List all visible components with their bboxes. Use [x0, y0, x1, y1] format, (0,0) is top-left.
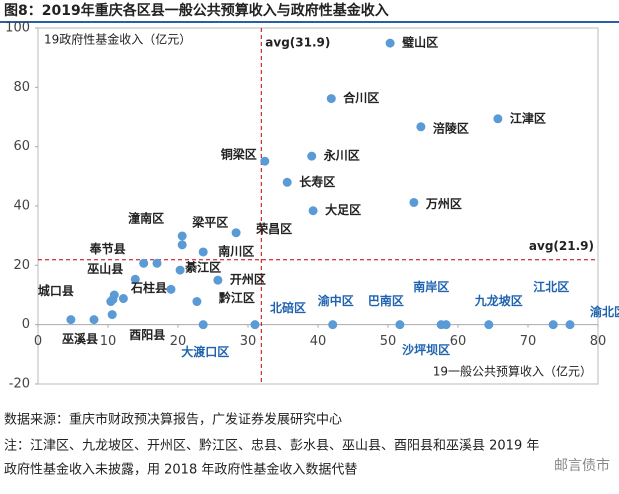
note: 政府性基金收入未披露，用 2018 年政府性基金收入数据代替	[4, 462, 357, 478]
point	[416, 122, 426, 132]
x-axis-label: 19一般公共预算收入（亿元）	[433, 364, 592, 379]
point-label: 沙坪坝区	[402, 343, 450, 357]
point	[250, 320, 260, 330]
point-label: 万州区	[425, 197, 462, 211]
point-label: 合川区	[343, 90, 379, 105]
point-label: 璧山区	[402, 35, 438, 50]
avg-label: avg(31.9)	[265, 36, 330, 50]
x-tick-label: 70	[520, 334, 537, 349]
point	[213, 275, 223, 285]
point-label: 渝中区	[318, 293, 354, 308]
y-tick-label: 40	[13, 199, 30, 214]
point	[493, 114, 503, 124]
watermark: 邮言债市	[554, 457, 610, 474]
point	[548, 320, 558, 330]
point-label: 巫山县	[87, 261, 123, 276]
point	[409, 197, 419, 207]
x-tick-label: 0	[34, 334, 42, 349]
point	[441, 320, 451, 330]
point	[177, 240, 187, 250]
point	[231, 228, 241, 238]
point	[175, 265, 185, 275]
point-label: 南川区	[218, 243, 254, 258]
x-tick-label: 40	[310, 334, 327, 349]
point	[385, 38, 395, 48]
point-label: 巴南区	[368, 293, 404, 308]
point-label: 铜梁区	[221, 147, 257, 162]
point-label: 城口县	[38, 283, 74, 298]
y-tick-label: 100	[5, 21, 30, 36]
point	[282, 177, 292, 187]
x-tick-label: 80	[590, 334, 607, 349]
y-tick-label: 0	[22, 317, 30, 332]
point-label: 北碚区	[270, 300, 306, 315]
point	[565, 320, 575, 330]
y-tick-label: -20	[9, 377, 30, 392]
point	[326, 94, 336, 104]
note: 数据来源：重庆市财政预决算报告，广发证券发展研究中心	[4, 412, 342, 428]
point-label: 奉节县	[89, 241, 126, 256]
x-tick-label: 50	[380, 334, 397, 349]
point-label: 荣昌区	[255, 221, 292, 236]
point	[166, 284, 176, 294]
point	[260, 156, 270, 166]
point-label: 梁平区	[191, 214, 228, 229]
x-tick-label: 60	[450, 334, 467, 349]
point	[152, 258, 162, 268]
point	[177, 231, 187, 241]
point-label: 大足区	[325, 202, 361, 217]
y-tick-label: 20	[13, 258, 30, 273]
point-label: 长寿区	[299, 174, 335, 189]
point	[307, 151, 317, 161]
point	[484, 320, 494, 330]
point-label: 渝北区	[590, 304, 619, 319]
point-label: 开州区	[230, 273, 266, 287]
point	[130, 274, 140, 284]
point-label: 潼南区	[128, 210, 164, 225]
point	[89, 315, 99, 325]
point	[192, 297, 202, 307]
plot-frame	[37, 27, 599, 385]
point	[198, 320, 208, 330]
point-label: 涪陵区	[433, 120, 469, 135]
point-label: 黔江区	[219, 290, 255, 305]
y-tick-label: 60	[13, 139, 30, 154]
point-label: 南岸区	[413, 279, 449, 294]
point	[118, 294, 128, 304]
point-label: 酉阳县	[129, 327, 165, 342]
point-label: 綦江区	[184, 260, 221, 275]
point-label: 江北区	[533, 279, 569, 294]
x-tick-label: 10	[100, 334, 117, 349]
x-tick-label: 30	[240, 334, 257, 349]
point	[328, 320, 338, 330]
point-label: 江津区	[510, 110, 546, 125]
point-label: 永川区	[323, 148, 360, 163]
point	[66, 315, 76, 325]
chart-title: 图8：2019年重庆各区县一般公共预算收入与政府性基金收入	[4, 2, 389, 19]
y-tick-label: 80	[13, 80, 30, 95]
x-tick-label: 20	[170, 334, 187, 349]
point-label: 石柱县	[130, 280, 167, 295]
point	[308, 206, 318, 216]
point-label: 九龙坡区	[474, 293, 523, 308]
point	[198, 247, 208, 257]
point-label: 大渡口区	[181, 344, 229, 359]
note: 注：江津区、九龙坡区、开州区、黔江区、忠县、彭水县、巫山县、酉阳县和巫溪县 20…	[4, 439, 539, 454]
point	[109, 290, 119, 300]
point	[139, 258, 149, 268]
y-axis-label: 19政府性基金收入（亿元）	[44, 32, 191, 47]
avg-label: avg(21.9)	[529, 239, 594, 253]
point	[107, 310, 117, 320]
point-label: 巫溪县	[62, 331, 98, 346]
point	[395, 320, 405, 330]
